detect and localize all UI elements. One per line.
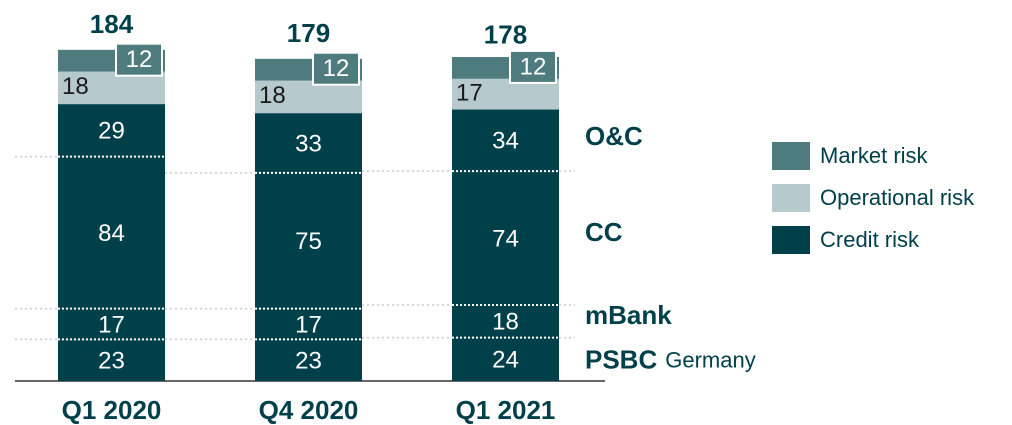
bar-segment xyxy=(255,308,362,340)
x-tick-label: Q1 2020 xyxy=(62,395,162,425)
x-tick-label: Q4 2020 xyxy=(259,395,359,425)
value-label: 17 xyxy=(295,311,322,338)
legend-label: Operational risk xyxy=(820,185,975,210)
bar-segment xyxy=(255,339,362,381)
value-label: 18 xyxy=(259,82,286,109)
value-label: 18 xyxy=(62,73,89,100)
segment-name: PSBC xyxy=(585,344,657,374)
bar-segment xyxy=(58,71,165,105)
bar-segment xyxy=(452,337,559,381)
x-tick-label: Q1 2021 xyxy=(456,395,556,425)
bar-segment xyxy=(452,171,559,305)
bar-segment xyxy=(58,308,165,340)
value-label: 84 xyxy=(98,220,125,247)
bar-segment xyxy=(255,113,362,173)
bar-segment xyxy=(255,172,362,309)
legend-swatch xyxy=(772,184,810,212)
value-label: 33 xyxy=(295,130,322,157)
segment-label: PSBC Germany xyxy=(585,344,756,374)
value-label: 12 xyxy=(323,55,350,82)
value-label: 74 xyxy=(492,225,519,252)
bar-segment xyxy=(58,339,165,381)
legend-swatch xyxy=(772,142,810,170)
total-label: 178 xyxy=(484,20,527,50)
bar-segment xyxy=(58,156,165,309)
total-label: 184 xyxy=(90,9,134,39)
annotation: Germany xyxy=(665,347,755,372)
value-box xyxy=(509,49,557,84)
bar-segment xyxy=(58,104,165,157)
value-label: 23 xyxy=(98,348,125,375)
legend-swatch xyxy=(772,226,810,254)
segment-label: mBank xyxy=(585,300,672,330)
legend-label: Market risk xyxy=(820,143,929,168)
legend-label: Credit risk xyxy=(820,227,920,252)
value-label: 34 xyxy=(492,128,519,155)
value-label: 18 xyxy=(492,309,519,336)
bar-segment xyxy=(255,80,362,114)
total-label: 179 xyxy=(287,18,330,48)
bar-segment xyxy=(452,304,559,338)
value-box xyxy=(312,51,360,86)
bar-segment xyxy=(452,109,559,172)
value-label: 24 xyxy=(492,347,519,374)
value-label: 12 xyxy=(126,46,153,73)
value-label: 23 xyxy=(295,348,322,375)
value-label: 29 xyxy=(98,118,125,145)
value-label: 17 xyxy=(456,79,483,106)
value-label: 17 xyxy=(98,311,125,338)
value-box xyxy=(115,42,163,77)
segment-label: O&C xyxy=(585,121,643,151)
value-label: 12 xyxy=(520,53,547,80)
segment-label: CC xyxy=(585,217,623,247)
value-label: 75 xyxy=(295,228,322,255)
